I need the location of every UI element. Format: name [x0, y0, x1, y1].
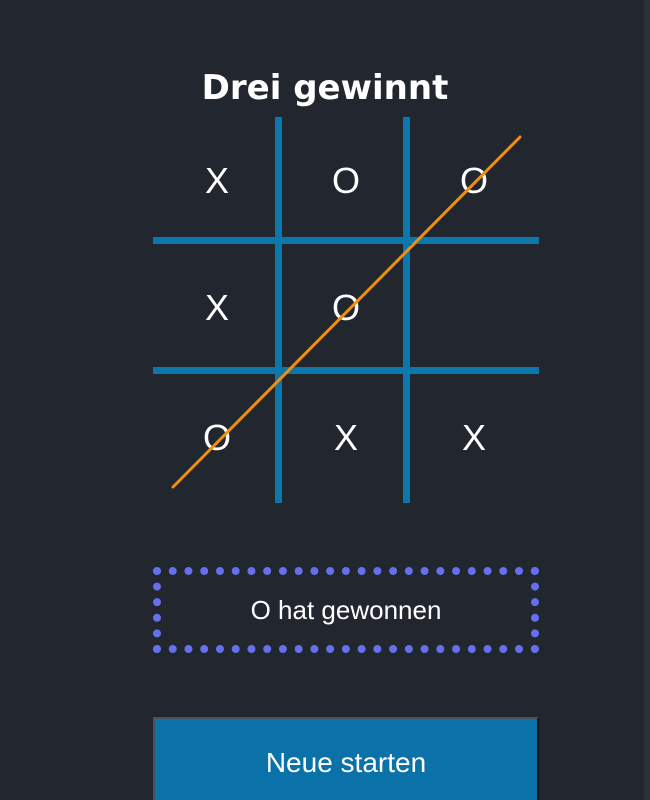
board-cell-2-1[interactable]: X: [204, 287, 229, 328]
board-cell-1-2[interactable]: O: [331, 160, 360, 201]
game-board: X O O X O O X X: [153, 117, 539, 503]
status-message: O hat gewonnen: [153, 567, 539, 653]
board-cell-3-3[interactable]: X: [461, 417, 486, 458]
board-cell-1-3[interactable]: O: [459, 160, 488, 201]
board-cell-2-2[interactable]: O: [331, 287, 360, 328]
window-edge: [644, 0, 650, 800]
board-cell-3-2[interactable]: X: [333, 417, 358, 458]
board-cell-2-3[interactable]: [410, 244, 538, 372]
board-cell-3-1[interactable]: O: [202, 417, 231, 458]
board-cell-1-1[interactable]: X: [204, 160, 229, 201]
page-title: Drei gewinnt: [201, 67, 449, 108]
restart-button[interactable]: Neue starten: [153, 717, 539, 800]
